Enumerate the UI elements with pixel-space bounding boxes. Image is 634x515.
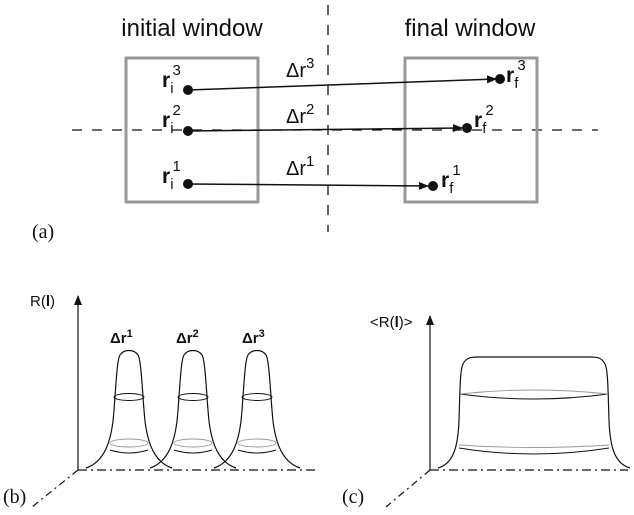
end-point-1	[428, 181, 438, 191]
panel-a: initial window final window ri3 Δr3 rf3 …	[32, 5, 598, 243]
start-point-1	[183, 179, 193, 189]
start-point-2	[183, 126, 193, 136]
y-axis-title-c: <R(l)>	[370, 314, 413, 331]
end-point-3	[495, 74, 505, 84]
final-window-title: final window	[405, 15, 536, 42]
start-label-2: ri2	[162, 102, 181, 137]
end-point-2	[462, 123, 472, 133]
vector-row-2: ri2 Δr2 rf2	[162, 101, 494, 137]
panel-label-a: (a)	[32, 221, 54, 243]
delta-label-1: Δr1	[286, 153, 314, 180]
end-label-3: rf3	[506, 57, 526, 92]
vector-row-3: ri3 Δr3 rf3	[162, 55, 526, 97]
depth-axis-b	[31, 469, 79, 508]
peak-3: Δr3	[213, 328, 301, 469]
displacement-arrow-3	[187, 75, 497, 91]
depth-axis-c	[385, 469, 431, 508]
peak-2: Δr2	[149, 328, 237, 469]
peak-label-2: Δr2	[176, 328, 199, 347]
panel-b: R(l) Δr1 Δr2	[3, 293, 318, 508]
final-window-box	[403, 56, 539, 204]
peak-label-3: Δr3	[242, 328, 265, 347]
displacement-arrow-2	[187, 124, 463, 133]
y-axis-title-b: R(l)	[30, 293, 55, 310]
panel-c: <R(l)> (c)	[342, 314, 631, 508]
displacement-arrow-1	[187, 181, 429, 190]
delta-label-2: Δr2	[286, 101, 314, 128]
peak-1: Δr1	[85, 328, 173, 469]
peak-label-1: Δr1	[110, 328, 133, 347]
delta-label-3: Δr3	[286, 55, 314, 82]
panel-label-b: (b)	[3, 486, 26, 508]
vector-row-1: ri1 Δr1 rf1	[162, 153, 461, 197]
plateau	[437, 356, 631, 469]
panel-label-c: (c)	[342, 486, 364, 508]
end-label-1: rf1	[441, 162, 461, 197]
initial-window-title: initial window	[121, 15, 263, 42]
start-point-3	[183, 85, 193, 95]
start-label-3: ri3	[162, 62, 181, 97]
start-label-1: ri1	[162, 158, 181, 193]
end-label-2: rf2	[474, 102, 494, 137]
